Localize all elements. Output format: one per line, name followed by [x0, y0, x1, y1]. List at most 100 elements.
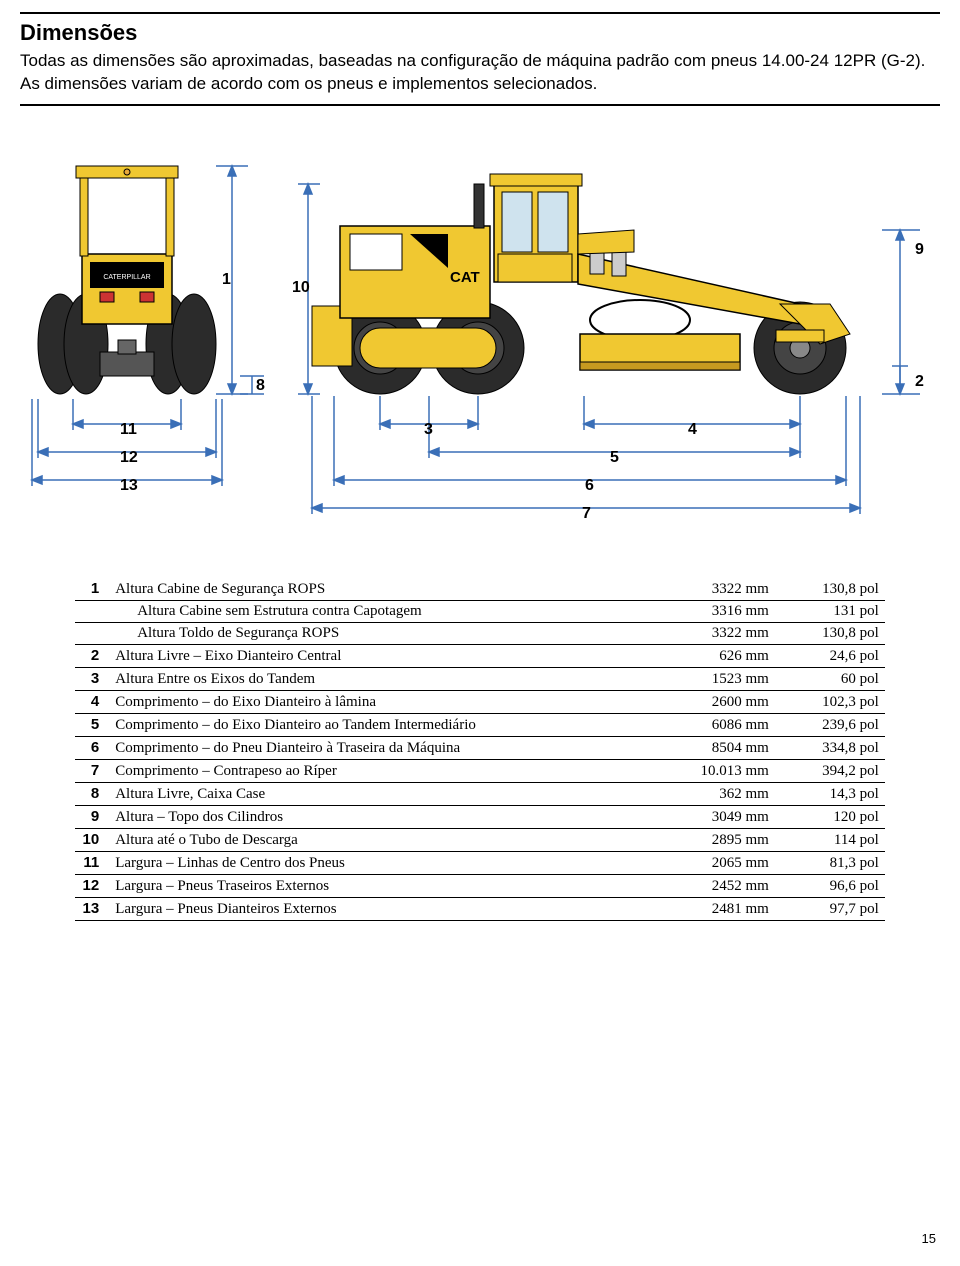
row-pol: 97,7 pol	[775, 897, 885, 920]
row-number: 11	[75, 851, 109, 874]
row-number: 6	[75, 736, 109, 759]
table-row: Altura Cabine sem Estrutura contra Capot…	[75, 600, 885, 622]
row-mm: 3316 mm	[665, 600, 775, 622]
dim-label-13: 13	[120, 477, 138, 494]
table-row: 6Comprimento – do Pneu Dianteiro à Trase…	[75, 736, 885, 759]
dim-label-11: 11	[120, 421, 137, 438]
table-row: 4Comprimento – do Eixo Dianteiro à lâmin…	[75, 690, 885, 713]
dim-label-4: 4	[688, 421, 697, 438]
subtitle-line-1: Todas as dimensões são aproximadas, base…	[20, 50, 940, 73]
row-mm: 2481 mm	[665, 897, 775, 920]
dim-label-10: 10	[292, 279, 310, 296]
front-view: CATERPILLAR	[38, 166, 216, 394]
row-label: Altura Cabine sem Estrutura contra Capot…	[109, 600, 665, 622]
row-pol: 96,6 pol	[775, 874, 885, 897]
row-number: 12	[75, 874, 109, 897]
row-pol: 60 pol	[775, 667, 885, 690]
subtitle-line-2: As dimensões variam de acordo com os pne…	[20, 73, 940, 96]
row-pol: 81,3 pol	[775, 851, 885, 874]
row-mm: 8504 mm	[665, 736, 775, 759]
row-pol: 24,6 pol	[775, 644, 885, 667]
row-label: Comprimento – do Pneu Dianteiro à Trasei…	[109, 736, 665, 759]
row-mm: 2065 mm	[665, 851, 775, 874]
row-mm: 2895 mm	[665, 828, 775, 851]
row-label: Largura – Pneus Traseiros Externos	[109, 874, 665, 897]
table-row: 8Altura Livre, Caixa Case362 mm14,3 pol	[75, 782, 885, 805]
dim-label-7: 7	[582, 505, 591, 522]
table-row: 11Largura – Linhas de Centro dos Pneus20…	[75, 851, 885, 874]
table-row: 5Comprimento – do Eixo Dianteiro ao Tand…	[75, 713, 885, 736]
dim-label-3: 3	[424, 421, 433, 438]
row-pol: 120 pol	[775, 805, 885, 828]
row-mm: 3322 mm	[665, 622, 775, 644]
dim-label-12: 12	[120, 449, 138, 466]
dim-label-8: 8	[256, 377, 265, 394]
row-label: Altura Livre, Caixa Case	[109, 782, 665, 805]
row-number: 4	[75, 690, 109, 713]
row-mm: 362 mm	[665, 782, 775, 805]
row-pol: 130,8 pol	[775, 578, 885, 601]
row-pol: 14,3 pol	[775, 782, 885, 805]
row-number	[75, 622, 109, 644]
row-number	[75, 600, 109, 622]
dimensions-table: 1Altura Cabine de Segurança ROPS3322 mm1…	[75, 578, 885, 921]
dim-label-1: 1	[222, 271, 231, 288]
table-row: 1Altura Cabine de Segurança ROPS3322 mm1…	[75, 578, 885, 601]
header-block: Dimensões Todas as dimensões são aproxim…	[20, 12, 940, 106]
side-view: CAT	[312, 174, 850, 394]
row-label: Altura até o Tubo de Descarga	[109, 828, 665, 851]
row-mm: 2600 mm	[665, 690, 775, 713]
svg-text:CAT: CAT	[450, 269, 480, 286]
row-pol: 130,8 pol	[775, 622, 885, 644]
row-mm: 3049 mm	[665, 805, 775, 828]
row-number: 2	[75, 644, 109, 667]
row-pol: 102,3 pol	[775, 690, 885, 713]
row-label: Altura Toldo de Segurança ROPS	[109, 622, 665, 644]
row-number: 8	[75, 782, 109, 805]
row-number: 10	[75, 828, 109, 851]
row-label: Comprimento – do Eixo Dianteiro à lâmina	[109, 690, 665, 713]
row-pol: 114 pol	[775, 828, 885, 851]
dim-label-5: 5	[610, 449, 619, 466]
table-row: 9Altura – Topo dos Cilindros3049 mm120 p…	[75, 805, 885, 828]
table-row: 13Largura – Pneus Dianteiros Externos248…	[75, 897, 885, 920]
row-mm: 1523 mm	[665, 667, 775, 690]
dimension-diagram: CATERPILLAR	[20, 134, 940, 534]
table-row: 12Largura – Pneus Traseiros Externos2452…	[75, 874, 885, 897]
page: Dimensões Todas as dimensões são aproxim…	[0, 0, 960, 1266]
row-label: Largura – Linhas de Centro dos Pneus	[109, 851, 665, 874]
svg-text:CATERPILLAR: CATERPILLAR	[103, 274, 150, 281]
row-label: Comprimento – do Eixo Dianteiro ao Tande…	[109, 713, 665, 736]
table-row: Altura Toldo de Segurança ROPS3322 mm130…	[75, 622, 885, 644]
row-pol: 131 pol	[775, 600, 885, 622]
table-row: 7Comprimento – Contrapeso ao Ríper10.013…	[75, 759, 885, 782]
row-label: Altura – Topo dos Cilindros	[109, 805, 665, 828]
dim-label-2: 2	[915, 373, 924, 390]
row-pol: 394,2 pol	[775, 759, 885, 782]
row-number: 1	[75, 578, 109, 601]
row-number: 3	[75, 667, 109, 690]
row-pol: 334,8 pol	[775, 736, 885, 759]
row-label: Comprimento – Contrapeso ao Ríper	[109, 759, 665, 782]
row-number: 5	[75, 713, 109, 736]
row-pol: 239,6 pol	[775, 713, 885, 736]
row-mm: 3322 mm	[665, 578, 775, 601]
grader-diagram-svg: CATERPILLAR	[20, 134, 940, 534]
row-number: 7	[75, 759, 109, 782]
row-mm: 6086 mm	[665, 713, 775, 736]
row-mm: 10.013 mm	[665, 759, 775, 782]
row-number: 13	[75, 897, 109, 920]
table-row: 3Altura Entre os Eixos do Tandem1523 mm6…	[75, 667, 885, 690]
row-mm: 626 mm	[665, 644, 775, 667]
table-row: 10Altura até o Tubo de Descarga2895 mm11…	[75, 828, 885, 851]
row-label: Altura Entre os Eixos do Tandem	[109, 667, 665, 690]
dim-label-9: 9	[915, 241, 924, 258]
table-row: 2Altura Livre – Eixo Dianteiro Central62…	[75, 644, 885, 667]
row-number: 9	[75, 805, 109, 828]
page-title: Dimensões	[20, 20, 940, 46]
row-label: Altura Livre – Eixo Dianteiro Central	[109, 644, 665, 667]
row-mm: 2452 mm	[665, 874, 775, 897]
dim-label-6: 6	[585, 477, 594, 494]
row-label: Altura Cabine de Segurança ROPS	[109, 578, 665, 601]
row-label: Largura – Pneus Dianteiros Externos	[109, 897, 665, 920]
